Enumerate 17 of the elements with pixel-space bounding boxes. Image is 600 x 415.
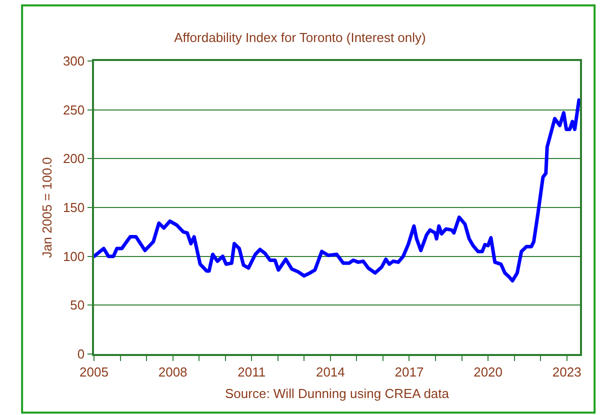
- y-tick-label: 200: [62, 151, 85, 166]
- x-tick-label: 2014: [316, 364, 345, 380]
- x-tick-label: 2017: [394, 364, 424, 380]
- y-tick-label: 0: [77, 346, 85, 362]
- x-tick-label: 2020: [474, 364, 503, 380]
- y-tick-label: 50: [70, 298, 85, 313]
- y-tick-label: 300: [62, 54, 85, 69]
- y-axis-title: Jan 2005 = 100.0: [39, 157, 54, 258]
- y-tick-label: 100: [62, 248, 85, 264]
- y-tick-label: 250: [62, 102, 85, 118]
- source-note: Source: Will Dunning using CREA data: [225, 386, 450, 401]
- x-tick-label: 2008: [158, 364, 188, 380]
- x-tick-label: 2011: [238, 364, 266, 380]
- chart-title: Affordability Index for Toronto (Interest only): [174, 30, 426, 45]
- y-tick-label: 150: [62, 200, 85, 216]
- x-tick-label: 2005: [80, 364, 108, 380]
- x-tick-label: 2023: [552, 364, 582, 380]
